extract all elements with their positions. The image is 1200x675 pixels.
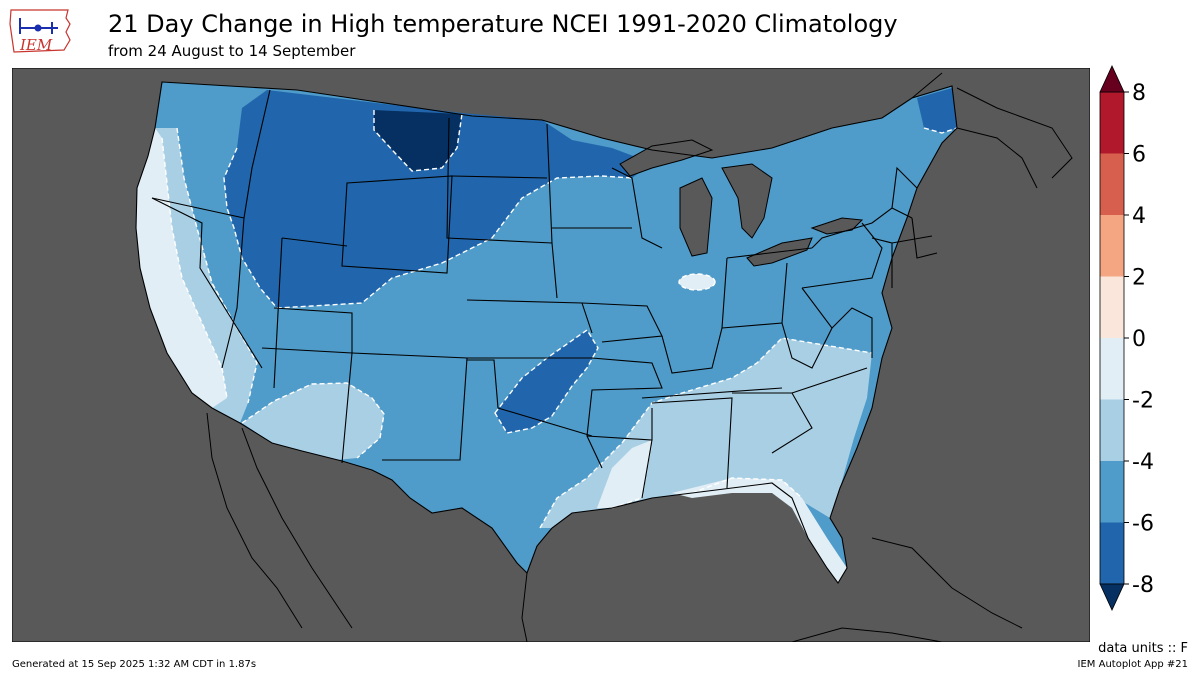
colorbar-tick-label: 2 (1132, 266, 1146, 291)
colorbar-under-arrow (1099, 583, 1125, 611)
app-id: IEM Autoplot App #21 (1077, 659, 1188, 670)
colorbar-bins (1099, 91, 1125, 585)
temperature-change-map (11, 67, 1091, 643)
chart-title: 21 Day Change in High temperature NCEI 1… (108, 10, 898, 38)
colorbar-tick-label: -2 (1132, 389, 1154, 414)
units-label: data units :: F (1098, 641, 1188, 656)
chart-subtitle: from 24 August to 14 September (108, 42, 356, 60)
state-boundaries (135, 81, 958, 584)
colorbar-bin (1100, 215, 1124, 277)
colorbar-tick-label: 6 (1132, 143, 1146, 168)
colorbar-tick-label: -6 (1132, 512, 1154, 537)
colorbar-tick-label: 0 (1132, 327, 1146, 352)
colorbar-tick-label: -4 (1132, 450, 1154, 475)
colorbar-bin (1100, 461, 1124, 523)
great-lakes (619, 139, 864, 267)
colorbar-ticks: 8 6 4 2 0 -2 -4 -6 -8 (1124, 81, 1154, 598)
neighbor-coastlines (206, 72, 1073, 643)
colorbar-bin (1100, 153, 1124, 215)
colorbar-bin (1100, 522, 1124, 584)
colorbar-bin (1100, 276, 1124, 338)
colorbar-bin (1100, 399, 1124, 461)
iem-logo: IEM (8, 6, 74, 58)
colorbar: 8 6 4 2 0 -2 -4 -6 -8 (1096, 64, 1196, 612)
generated-timestamp: Generated at 15 Sep 2025 1:32 AM CDT in … (12, 659, 257, 670)
colorbar-tick-label: 4 (1132, 204, 1146, 229)
colorbar-over-arrow (1099, 65, 1125, 93)
colorbar-bin (1100, 338, 1124, 400)
colorbar-bin (1100, 92, 1124, 154)
colorbar-tick-label: -8 (1132, 573, 1154, 598)
colorbar-tick-label: 8 (1132, 81, 1146, 106)
logo-text: IEM (19, 36, 53, 54)
